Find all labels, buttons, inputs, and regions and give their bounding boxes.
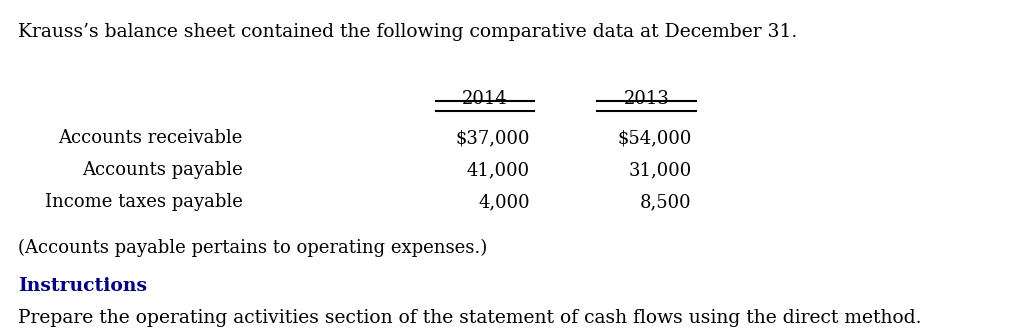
Text: Krauss’s balance sheet contained the following comparative data at December 31.: Krauss’s balance sheet contained the fol…: [18, 22, 798, 41]
Text: $37,000: $37,000: [456, 129, 530, 147]
Text: 2013: 2013: [624, 90, 670, 108]
Text: 41,000: 41,000: [467, 161, 530, 179]
Text: 2014: 2014: [462, 90, 508, 108]
Text: Prepare the operating activities section of the statement of cash flows using th: Prepare the operating activities section…: [18, 309, 922, 327]
Text: Instructions: Instructions: [18, 277, 147, 295]
Text: (Accounts payable pertains to operating expenses.): (Accounts payable pertains to operating …: [18, 238, 487, 257]
Text: 8,500: 8,500: [640, 193, 691, 211]
Text: Accounts receivable: Accounts receivable: [58, 129, 243, 147]
Text: Accounts payable: Accounts payable: [82, 161, 243, 179]
Text: Income taxes payable: Income taxes payable: [45, 193, 243, 211]
Text: $54,000: $54,000: [617, 129, 691, 147]
Text: 31,000: 31,000: [629, 161, 691, 179]
Text: 4,000: 4,000: [478, 193, 530, 211]
